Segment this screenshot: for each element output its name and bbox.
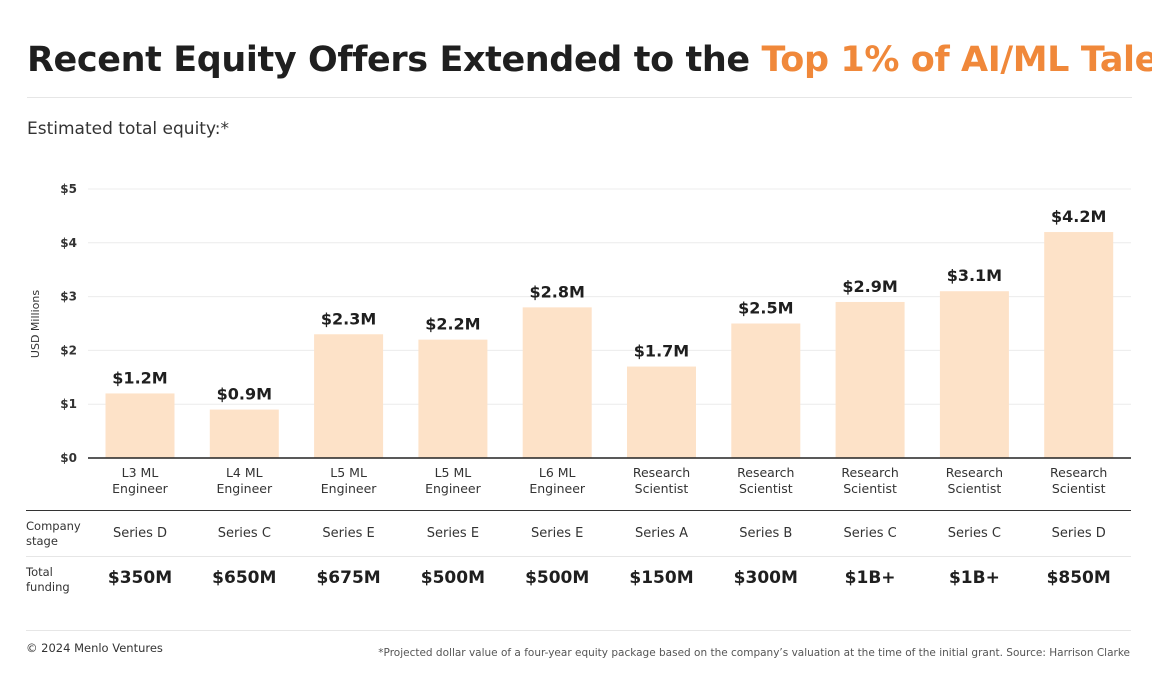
y-axis-label: USD Millions	[29, 290, 42, 358]
data-label: $2.9M	[842, 277, 897, 296]
category-label: L6 ML	[539, 465, 576, 480]
bar	[939, 291, 1009, 458]
total-funding-cell: $850M	[1046, 568, 1111, 588]
category-label: Engineer	[321, 481, 378, 496]
total-funding-header: Total funding	[26, 565, 96, 595]
total-funding-cell: $1B+	[948, 568, 1000, 588]
data-label: $2.8M	[529, 282, 584, 301]
data-label: $1.2M	[112, 368, 167, 387]
bar	[731, 323, 801, 458]
company-stage-cell: Series E	[322, 526, 375, 541]
bar	[418, 339, 488, 458]
category-label: L5 ML	[435, 465, 472, 480]
data-label: $2.3M	[321, 309, 376, 328]
y-tick-label: $1	[60, 397, 77, 411]
total-funding-header-line2: funding	[26, 580, 70, 594]
company-stage-cell: Series D	[1051, 526, 1106, 541]
category-label: Research	[633, 465, 690, 480]
data-label: $2.5M	[738, 299, 793, 318]
data-label: $2.2M	[425, 315, 480, 334]
bar	[522, 307, 592, 458]
footnote: *Projected dollar value of a four-year e…	[378, 647, 1130, 659]
data-label: $3.1M	[947, 266, 1002, 285]
company-stage-cell: Series E	[426, 526, 480, 541]
title-main: Recent Equity Offers Extended to the	[27, 40, 762, 80]
total-funding-cell: $500M	[525, 568, 590, 588]
category-label: L3 ML	[122, 465, 159, 480]
category-label: Research	[946, 465, 1003, 480]
bar	[105, 393, 175, 458]
bar	[835, 301, 905, 458]
category-label: Engineer	[216, 481, 273, 496]
total-funding-cell: $500M	[420, 568, 485, 588]
copyright: © 2024 Menlo Ventures	[26, 641, 163, 655]
company-stage-cell: Series C	[217, 526, 271, 541]
category-label: Scientist	[739, 481, 793, 496]
company-stage-cell: Series D	[112, 526, 168, 541]
data-label: $4.2M	[1051, 207, 1106, 226]
total-funding-cell: $675M	[316, 568, 381, 588]
bar	[627, 366, 696, 458]
bar	[209, 409, 279, 458]
company-stage-cell: Series E	[531, 526, 584, 541]
category-label: Research	[1050, 465, 1107, 480]
category-label: Research	[841, 465, 898, 480]
y-tick-label: $4	[60, 236, 77, 250]
total-funding-cell: $1B+	[844, 568, 896, 588]
company-stage-cell: Series C	[947, 526, 1001, 541]
category-label: Scientist	[843, 481, 897, 496]
table-top-divider	[26, 510, 1131, 511]
company-stage-header-line1: Company	[26, 519, 81, 533]
company-stage-header-line2: stage	[26, 534, 58, 548]
company-stage-cell: Series C	[843, 526, 897, 541]
table-mid-divider	[26, 556, 1131, 557]
y-axis-ticks: $0 $1 $2 $3 $4 $5	[60, 182, 77, 465]
category-label: Engineer	[425, 481, 482, 496]
category-label: Scientist	[635, 481, 689, 496]
title-divider	[27, 97, 1132, 98]
category-label: Scientist	[1052, 481, 1106, 496]
bar	[1044, 232, 1114, 458]
category-label: L5 ML	[330, 465, 367, 480]
footer-divider	[26, 630, 1131, 631]
data-labels: $1.2M $0.9M $2.3M $2.2M $2.8M $1.7M $2.5M $2.9M…	[112, 207, 1106, 404]
data-label: $1.7M	[634, 342, 689, 361]
bar	[314, 334, 384, 458]
total-funding-cell: $150M	[629, 568, 694, 588]
y-tick-label: $2	[60, 343, 77, 357]
total-funding-cell: $650M	[212, 568, 277, 588]
category-label: Engineer	[112, 481, 169, 496]
page-title: Recent Equity Offers Extended to the Top…	[27, 40, 1152, 80]
category-label: Research	[737, 465, 794, 480]
category-label: Scientist	[948, 481, 1002, 496]
y-tick-label: $3	[60, 290, 77, 304]
total-funding-header-line1: Total	[26, 565, 53, 579]
title-accent: Top 1% of AI/ML Talent	[761, 40, 1152, 80]
total-funding-cell: $350M	[107, 568, 173, 588]
bars	[105, 232, 1114, 458]
category-label: Engineer	[529, 481, 586, 496]
y-tick-label: $5	[60, 182, 77, 196]
category-label: L4 ML	[226, 465, 263, 480]
y-tick-label: $0	[60, 451, 77, 465]
chart-subtitle: Estimated total equity:*	[27, 119, 230, 139]
company-stage-cell: Series A	[634, 526, 688, 541]
data-label: $0.9M	[217, 385, 272, 404]
company-stage-cell: Series B	[739, 526, 793, 541]
company-stage-header: Company stage	[26, 519, 96, 549]
total-funding-cell: $300M	[733, 568, 798, 588]
